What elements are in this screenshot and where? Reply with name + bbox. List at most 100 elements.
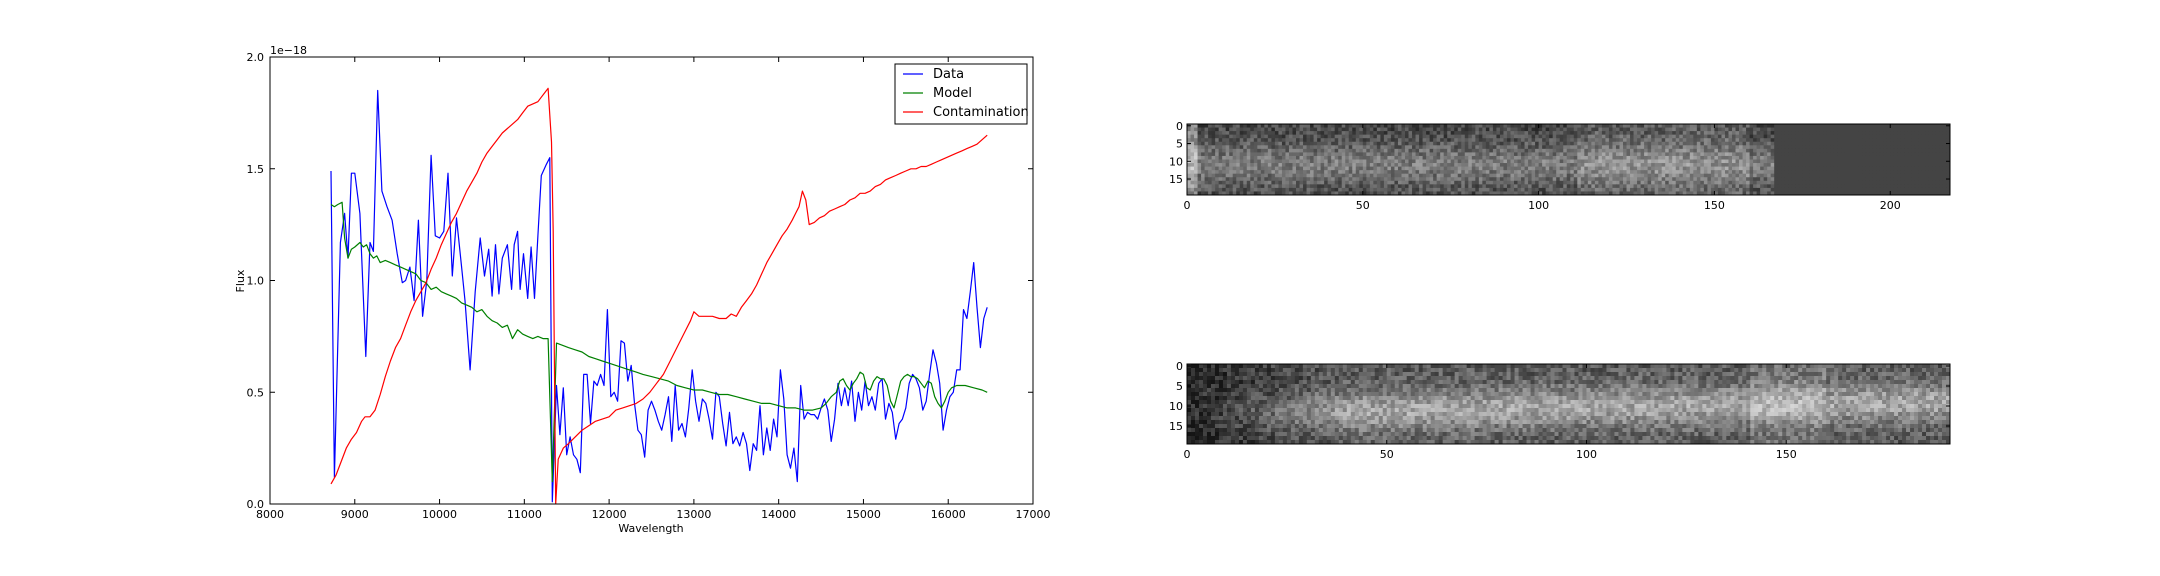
image-pixel [1563,148,1568,153]
image-pixel [1802,124,1807,128]
image-pixel [1334,124,1339,128]
image-pixel [1788,173,1793,178]
image-pixel [1872,138,1877,143]
image-pixel [1278,177,1283,182]
image-pixel [1651,152,1656,157]
image-pixel [1229,166,1234,171]
image-pixel [1865,138,1870,143]
image-pixel [1446,364,1452,369]
image-pixel [1327,184,1332,189]
image-pixel [1848,166,1852,171]
image-pixel [1408,131,1413,136]
image-pixel [1405,131,1409,136]
image-pixel [1355,163,1360,167]
image-pixel [1285,148,1290,153]
image-pixel [1869,163,1874,167]
image-pixel [1739,138,1743,143]
image-pixel [1556,173,1561,178]
image-pixel [1267,152,1272,157]
image-pixel [1374,364,1380,369]
image-pixel [1535,173,1540,178]
image-pixel [1742,184,1747,189]
image-pixel [1795,170,1800,175]
image-pixel [1264,163,1269,167]
image-pixel [1742,364,1747,369]
image-pixel [1918,180,1923,185]
image-pixel [1841,163,1845,167]
image-pixel [1510,145,1515,150]
image-pixel [1454,145,1459,150]
image-pixel [1260,187,1265,192]
image-pixel [1443,131,1448,136]
image-pixel [1594,166,1599,171]
image-pixel [1893,177,1898,182]
image-pixel [1326,372,1332,377]
image-pixel [1586,364,1591,369]
image-pixel [1591,166,1596,171]
image-pixel [1830,372,1835,377]
image-pixel [1461,173,1466,178]
image-pixel [1837,170,1842,175]
image-pixel [1298,372,1304,377]
image-pixel [1232,170,1237,175]
image-pixel [1717,124,1722,128]
image-pixel [1591,138,1596,143]
image-pixel [1218,191,1223,196]
image-pixel [1208,152,1213,157]
image-pixel [1225,184,1230,189]
image-pixel [1408,159,1413,164]
image-pixel [1288,163,1293,167]
image-pixel [1390,187,1395,192]
image-pixel [1278,191,1283,196]
image-pixel [1763,134,1768,139]
image-pixel [1387,145,1392,150]
image-pixel [1542,131,1547,136]
image-pixel [1229,187,1234,192]
image-pixel [1373,131,1378,136]
image-pixel [1346,368,1352,373]
image-pixel [1932,141,1937,146]
image-pixel [1278,163,1283,167]
image-pixel [1310,159,1314,164]
image-pixel [1869,134,1874,139]
image-pixel [1478,124,1483,128]
image-pixel [1383,170,1388,175]
image-pixel [1728,166,1733,171]
image-pixel [1549,177,1554,182]
image-pixel [1415,166,1420,171]
image-pixel [1862,141,1867,146]
image-pixel [1675,187,1680,192]
image-pixel [1647,173,1652,178]
image-pixel [1387,177,1392,182]
image-pixel [1640,184,1645,189]
image-pixel [1243,166,1248,171]
image-pixel [1471,173,1476,178]
image-pixel [1710,177,1715,182]
image-pixel [1630,177,1634,182]
image-pixel [1317,184,1322,189]
image-pixel [1928,187,1933,192]
image-pixel [1615,166,1620,171]
image-pixel [1397,170,1402,175]
image-pixel [1317,134,1322,139]
image-pixel [1281,148,1286,153]
image-pixel [1580,173,1585,178]
image-pixel [1454,177,1459,182]
image-pixel [1598,187,1603,192]
image-pixel [1665,127,1670,132]
image-pixel [1447,191,1452,196]
image-pixel [1590,364,1595,369]
image-pixel [1506,141,1511,146]
image-pixel [1408,145,1413,150]
image-pixel [1556,159,1561,164]
image-pixel [1260,138,1265,143]
image-pixel [1521,131,1525,136]
image-pixel [1802,163,1807,167]
image-pixel [1876,173,1881,178]
image-pixel [1900,159,1905,164]
image-pixel [1202,372,1208,377]
image-pixel [1928,141,1933,146]
image-pixel [1658,138,1663,143]
image-pixel [1503,187,1508,192]
image-pixel [1260,170,1265,175]
